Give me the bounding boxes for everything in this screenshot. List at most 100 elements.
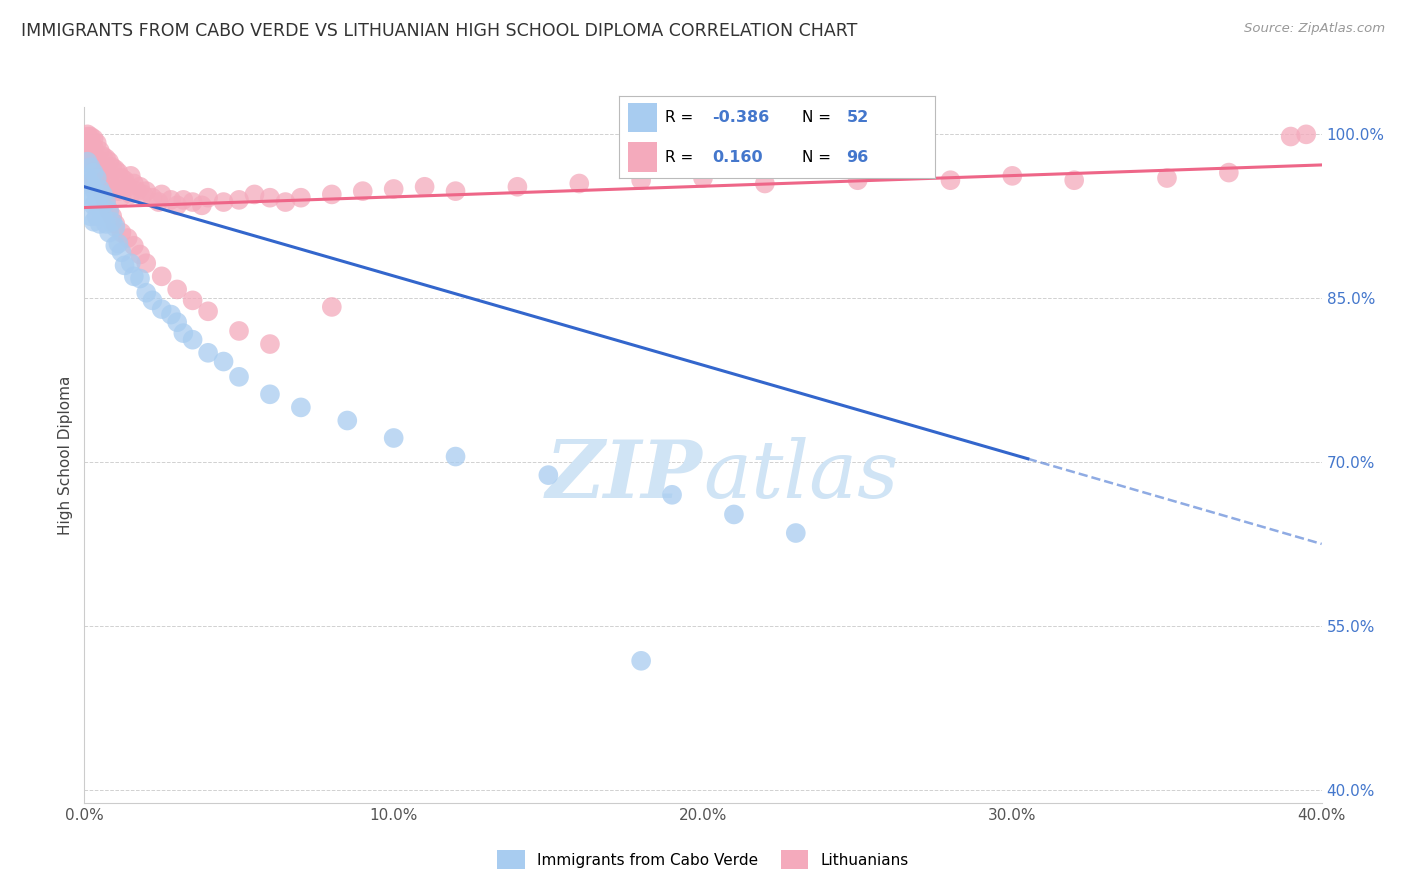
- Y-axis label: High School Diploma: High School Diploma: [58, 376, 73, 534]
- Point: [79, 129, 101, 144]
- Point: [79, 177, 101, 191]
- Point: [135, 256, 157, 270]
- Point: [191, 198, 214, 212]
- Point: [83, 198, 105, 212]
- Point: [76, 171, 98, 186]
- Point: [89, 144, 111, 158]
- Point: [129, 247, 152, 261]
- Point: [94, 169, 117, 183]
- Point: [1156, 171, 1178, 186]
- Point: [114, 259, 136, 273]
- Point: [83, 215, 105, 229]
- Point: [135, 184, 157, 198]
- Point: [537, 468, 560, 483]
- Text: R =: R =: [665, 150, 697, 164]
- Point: [413, 179, 436, 194]
- Point: [1063, 173, 1085, 187]
- Point: [336, 413, 359, 427]
- Point: [122, 269, 145, 284]
- Point: [107, 184, 129, 198]
- Text: IMMIGRANTS FROM CABO VERDE VS LITHUANIAN HIGH SCHOOL DIPLOMA CORRELATION CHART: IMMIGRANTS FROM CABO VERDE VS LITHUANIAN…: [21, 22, 858, 40]
- Point: [568, 177, 591, 191]
- Point: [79, 160, 101, 174]
- Point: [79, 209, 101, 223]
- Point: [91, 187, 114, 202]
- Point: [86, 136, 108, 150]
- Point: [94, 195, 117, 210]
- Text: 0.160: 0.160: [711, 150, 762, 164]
- Point: [444, 450, 467, 464]
- Point: [98, 154, 121, 169]
- FancyBboxPatch shape: [628, 103, 657, 132]
- Point: [117, 231, 139, 245]
- Point: [148, 195, 170, 210]
- Point: [181, 293, 204, 308]
- Point: [243, 187, 266, 202]
- Point: [91, 149, 114, 163]
- Point: [89, 179, 111, 194]
- Point: [110, 171, 132, 186]
- Point: [79, 149, 101, 163]
- Point: [104, 220, 127, 235]
- Point: [723, 508, 745, 522]
- Point: [120, 169, 142, 183]
- Point: [141, 293, 163, 308]
- Point: [846, 173, 869, 187]
- Point: [83, 140, 105, 154]
- Point: [181, 195, 204, 210]
- Point: [101, 209, 124, 223]
- Point: [228, 193, 250, 207]
- Point: [89, 202, 111, 216]
- Point: [444, 184, 467, 198]
- Point: [94, 217, 117, 231]
- Point: [1295, 128, 1317, 142]
- Point: [86, 154, 108, 169]
- Point: [228, 324, 250, 338]
- Point: [122, 177, 145, 191]
- Point: [382, 182, 405, 196]
- Point: [107, 165, 129, 179]
- Point: [91, 184, 114, 198]
- Point: [104, 217, 127, 231]
- Point: [120, 187, 142, 202]
- Point: [290, 401, 312, 415]
- Point: [101, 215, 124, 229]
- Point: [1279, 129, 1302, 144]
- Text: N =: N =: [801, 111, 837, 125]
- Point: [110, 189, 132, 203]
- Point: [181, 333, 204, 347]
- Point: [83, 158, 105, 172]
- Point: [259, 191, 281, 205]
- Point: [79, 177, 101, 191]
- Text: atlas: atlas: [703, 437, 898, 515]
- Point: [117, 179, 139, 194]
- Point: [89, 162, 111, 177]
- Point: [98, 226, 121, 240]
- Point: [172, 193, 194, 207]
- Point: [259, 337, 281, 351]
- Point: [630, 654, 652, 668]
- Point: [76, 129, 98, 144]
- Point: [1001, 169, 1024, 183]
- Point: [83, 147, 105, 161]
- Legend: Immigrants from Cabo Verde, Lithuanians: Immigrants from Cabo Verde, Lithuanians: [491, 845, 915, 875]
- Point: [166, 282, 188, 296]
- Point: [76, 144, 98, 158]
- Text: R =: R =: [665, 111, 697, 125]
- Point: [86, 171, 108, 186]
- Point: [321, 300, 343, 314]
- Point: [661, 488, 683, 502]
- Point: [630, 173, 652, 187]
- Point: [197, 346, 219, 360]
- Point: [129, 271, 152, 285]
- Point: [101, 160, 124, 174]
- Point: [166, 315, 188, 329]
- Point: [91, 187, 114, 202]
- FancyBboxPatch shape: [628, 143, 657, 172]
- Point: [150, 302, 173, 317]
- Text: N =: N =: [801, 150, 837, 164]
- Point: [150, 269, 173, 284]
- Point: [107, 236, 129, 251]
- Point: [166, 198, 188, 212]
- Point: [197, 304, 219, 318]
